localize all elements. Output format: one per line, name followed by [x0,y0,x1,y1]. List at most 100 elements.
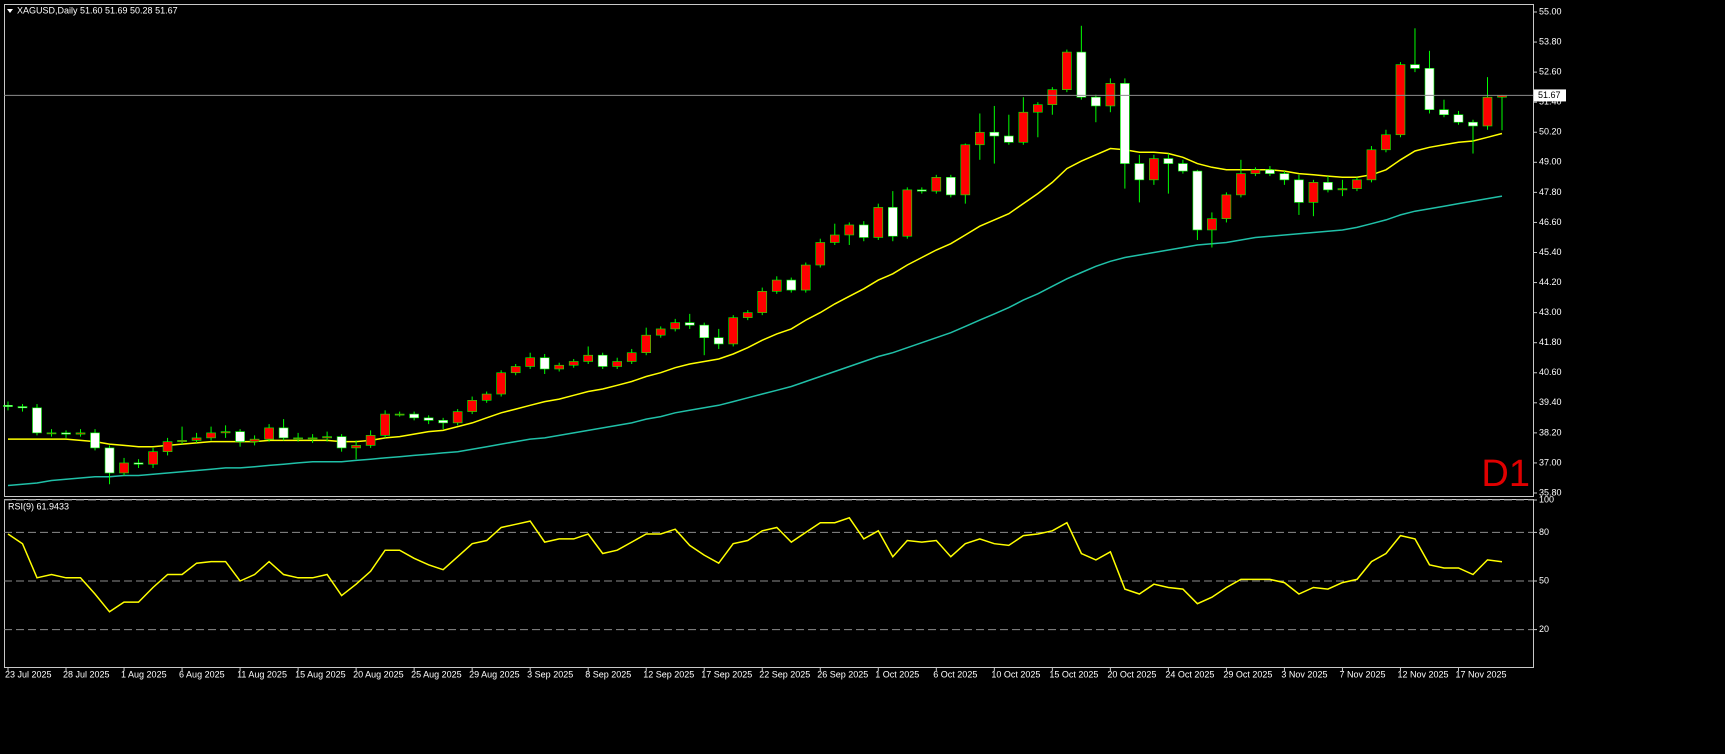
ohlc-readout: 51.60 51.69 50.28 51.67 [80,5,178,15]
y-tick-label: 52.60 [1539,67,1562,77]
x-tick-label: 25 Aug 2025 [411,669,462,679]
candle-body [1453,114,1464,123]
candle-body [481,393,492,401]
x-tick-label: 12 Sep 2025 [643,669,694,679]
y-tick-label: 44.20 [1539,277,1562,287]
candle-body [1482,96,1493,127]
candle-body [728,317,739,345]
x-tick-label: 3 Sep 2025 [527,669,573,679]
y-tick-label: 53.80 [1539,36,1562,46]
candle-body [380,413,390,436]
candle-body [713,337,724,345]
candle-body [351,445,361,449]
candle-body [1265,169,1275,174]
candle-body [191,437,202,441]
candle-body [452,411,463,424]
candle-body [887,207,898,237]
candle-body [568,361,579,366]
x-tick-label: 10 Oct 2025 [991,669,1040,679]
candle-body [1352,179,1362,189]
y-tick-label: 49.00 [1539,157,1562,167]
candle-body [786,279,797,291]
y-tick-label: 39.40 [1539,397,1562,407]
candle-body [278,427,289,439]
candle-body [539,357,550,370]
candle-body [1033,104,1043,113]
last-price-label: 51.67 [1538,90,1561,100]
candle-body [1250,169,1261,174]
candle-body [1134,163,1145,181]
x-tick-label: 15 Oct 2025 [1049,669,1098,679]
candle-body [32,407,42,434]
candle-body [177,440,187,442]
y-tick-label: 43.00 [1539,307,1562,317]
x-tick-label: 29 Oct 2025 [1223,669,1272,679]
x-tick-label: 12 Nov 2025 [1397,669,1448,679]
candle-body [1395,64,1406,136]
x-tick-label: 3 Nov 2025 [1281,669,1327,679]
y-tick-label: 80 [1539,527,1549,537]
candle-body [1018,111,1029,143]
candle-body [133,462,144,465]
candle-body [104,447,115,474]
candle-body [1163,158,1174,164]
candle-body [554,364,564,370]
candle-body [1120,83,1130,164]
candle-body [46,432,57,435]
candle-body [597,354,608,367]
menu-arrow[interactable] [7,9,13,13]
y-tick-label: 38.20 [1539,427,1562,437]
candle-body [960,144,971,196]
y-tick-label: 37.00 [1539,457,1562,467]
candle-body [423,417,434,421]
candle-body [1439,109,1449,116]
y-tick-label: 47.80 [1539,187,1562,197]
candle-body [394,413,405,416]
candle-body [1004,135,1014,143]
candle-body [1366,149,1377,181]
candle-body [1091,96,1101,107]
candle-body [902,189,913,237]
x-tick-label: 23 Jul 2025 [5,669,52,679]
candle-body [1323,182,1333,191]
candle-body [1424,68,1435,111]
moving-average [7,195,1503,487]
candle-body [844,224,855,236]
x-tick-label: 20 Aug 2025 [353,669,404,679]
candle-body [626,352,637,362]
x-tick-label: 7 Nov 2025 [1339,669,1385,679]
x-tick-label: 17 Nov 2025 [1455,669,1506,679]
candle-body [917,189,927,192]
candle-body [1221,194,1232,219]
x-tick-label: 26 Sep 2025 [817,669,868,679]
candle-body [409,413,419,419]
candle-body [61,432,71,435]
candle-body [699,324,710,338]
candle-body [148,451,158,465]
x-tick-label: 6 Aug 2025 [179,669,225,679]
candle-body [931,177,942,192]
candle-body [17,406,28,409]
x-tick-label: 20 Oct 2025 [1107,669,1156,679]
x-tick-label: 1 Oct 2025 [875,669,919,679]
candle-body [467,400,477,412]
candle-body [1468,121,1478,127]
x-tick-label: 24 Oct 2025 [1165,669,1214,679]
candle-body [1337,188,1348,191]
last-price-box [1534,89,1566,102]
candle-body [438,420,448,424]
candle-body [220,431,231,434]
candle-body [1062,51,1072,90]
candle-body [1236,173,1246,196]
x-tick-label: 29 Aug 2025 [469,669,520,679]
candle-body [365,435,376,446]
candle-body [293,437,303,440]
y-tick-label: 35.80 [1539,487,1562,497]
candle-body [1076,51,1087,98]
y-tick-label: 55.00 [1539,6,1562,16]
candle-body [771,279,782,292]
x-tick-label: 15 Aug 2025 [295,669,346,679]
candle-body [75,432,86,435]
